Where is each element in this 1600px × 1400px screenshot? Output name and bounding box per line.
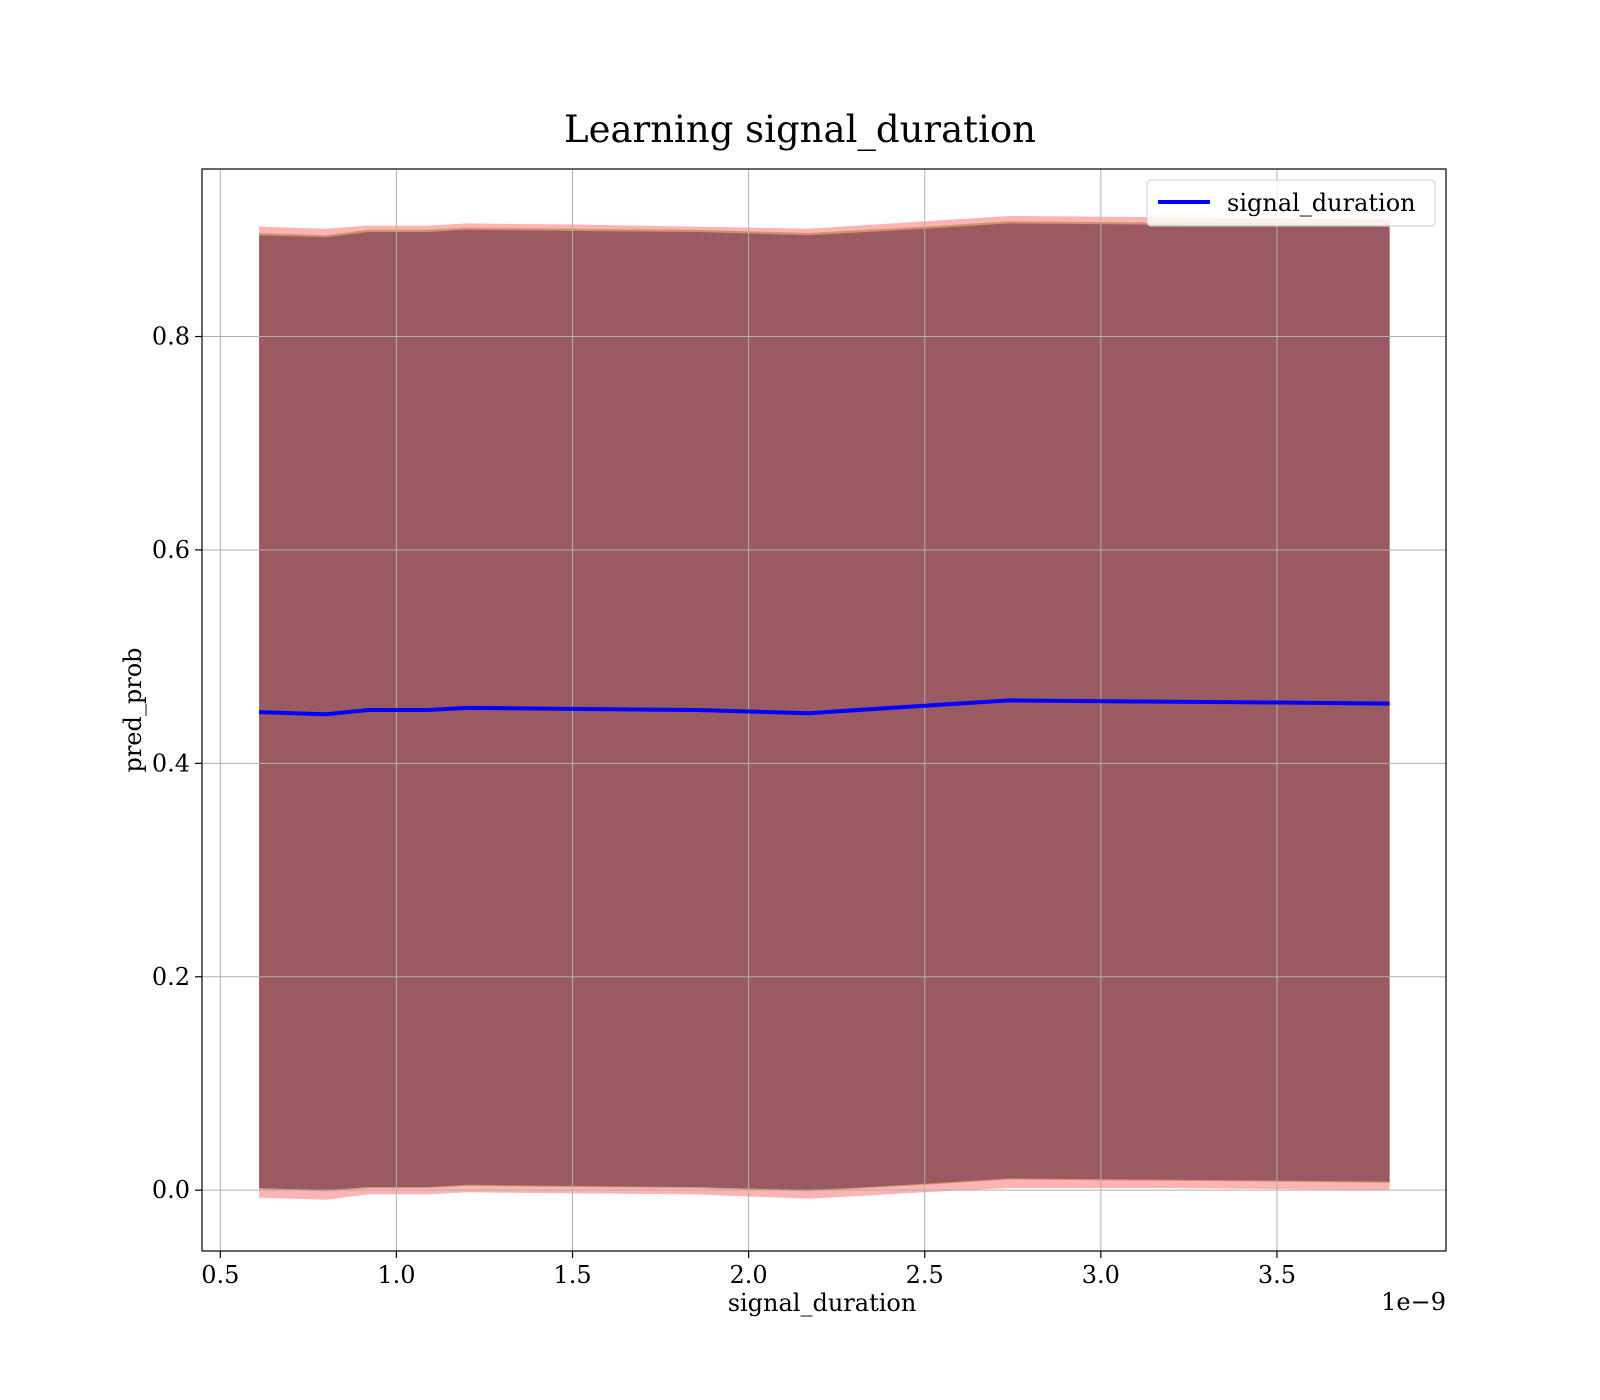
axes-frame — [201, 168, 1447, 1252]
y-axis-label: pred_prob — [119, 647, 147, 772]
x-tick-label: 3.0 — [1082, 1261, 1120, 1289]
confidence-band-3 — [259, 223, 1390, 1191]
x-tick-label: 2.0 — [730, 1261, 768, 1289]
x-axis-label: signal_duration — [728, 1289, 917, 1317]
x-tick-label: 0.5 — [201, 1261, 239, 1289]
legend: signal_duration — [1146, 179, 1436, 227]
series-line-signal-duration — [259, 698, 1390, 717]
y-tick-label: 0.0 — [152, 1176, 190, 1204]
x-axis-offset-label: 1e−9 — [1381, 1288, 1446, 1316]
legend-box — [1146, 179, 1436, 227]
chart-title: Learning signal_duration — [564, 108, 1036, 152]
y-tick-label: 0.4 — [152, 749, 190, 777]
y-tick-label: 0.8 — [152, 323, 190, 351]
y-tick-label: 0.6 — [152, 536, 190, 564]
y-tick-label: 0.2 — [152, 963, 190, 991]
x-tick-label: 1.5 — [553, 1261, 591, 1289]
x-tick-label: 3.5 — [1258, 1261, 1296, 1289]
legend-label: signal_duration — [1227, 189, 1416, 217]
x-tick-label: 2.5 — [906, 1261, 944, 1289]
plot-area: 0.5 1.0 1.5 2.0 2.5 3.0 3.5 0.0 0.2 0.4 0.6 0.8 — [152, 168, 1447, 1289]
x-tick-label: 1.0 — [377, 1261, 415, 1289]
